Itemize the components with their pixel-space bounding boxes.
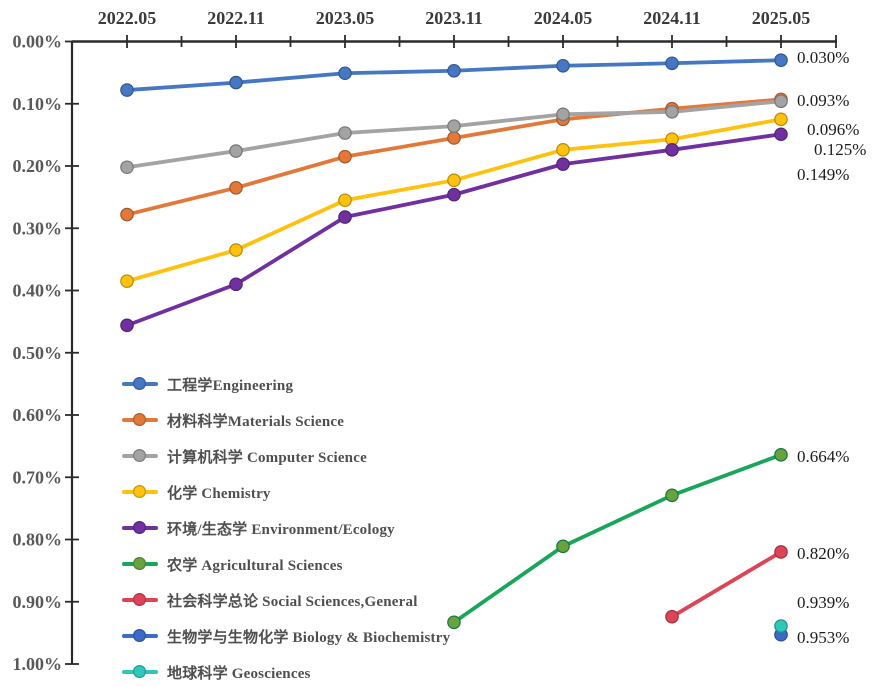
x-tick-label: 2023.11 [425, 8, 483, 28]
data-point-chemistry [120, 274, 134, 288]
data-point-environment-ecology [774, 127, 788, 142]
data-point-computer-science [774, 94, 788, 109]
data-point-environment-ecology [229, 277, 243, 292]
legend-item-engineering: 工程学Engineering [122, 366, 450, 402]
legend-item-agricultural-sciences: 农学 Agricultural Sciences [122, 546, 450, 582]
data-point-chemistry [338, 193, 352, 208]
end-value-label-materials-science: 0.093% [797, 91, 849, 110]
data-point-computer-science [447, 119, 461, 133]
legend-item-geosciences: 地球科学 Geosciences [122, 654, 450, 687]
data-point-agricultural-sciences [447, 615, 461, 630]
end-value-label-environment-ecology: 0.149% [797, 165, 849, 184]
legend-label-geosciences: 地球科学 Geosciences [167, 665, 311, 682]
data-point-geosciences [774, 619, 788, 633]
end-value-label-computer-science: 0.096% [807, 120, 859, 139]
legend-marker-materials-science [122, 413, 158, 427]
end-value-label-chemistry: 0.125% [814, 140, 866, 159]
data-point-chemistry [556, 143, 570, 157]
legend-marker-environment-ecology [122, 521, 158, 535]
legend-marker-engineering [122, 377, 158, 391]
y-tick-label: 1.00% [13, 654, 63, 674]
data-point-agricultural-sciences [665, 488, 679, 503]
y-tick-label: 0.50% [13, 343, 63, 363]
legend-marker-computer-science [122, 449, 158, 463]
x-tick-label: 2024.05 [534, 8, 593, 28]
x-tick-label: 2024.11 [643, 8, 701, 28]
y-tick-label: 0.40% [13, 281, 63, 301]
y-tick-label: 0.20% [13, 156, 63, 176]
end-value-label-geosciences: 0.939% [797, 593, 849, 612]
legend-label-environment-ecology: 环境/生态学 Environment/Ecology [167, 521, 395, 538]
data-point-materials-science [120, 207, 134, 222]
end-value-label-social-sciences-general: 0.820% [797, 544, 849, 563]
data-point-computer-science [120, 160, 134, 175]
data-point-engineering [774, 53, 788, 67]
legend-marker-geosciences [122, 665, 158, 679]
data-point-engineering [556, 58, 570, 73]
legend-item-biology-biochemistry: 生物学与生物化学 Biology & Biochemistry [122, 618, 450, 654]
legend-label-social-sciences-general: 社会科学总论 Social Sciences,General [167, 593, 418, 610]
x-tick-label: 2023.05 [316, 8, 375, 28]
data-point-computer-science [229, 144, 243, 158]
data-point-engineering [665, 56, 679, 71]
legend-label-chemistry: 化学 Chemistry [167, 485, 271, 502]
legend-label-agricultural-sciences: 农学 Agricultural Sciences [167, 557, 343, 574]
data-point-agricultural-sciences [556, 539, 570, 554]
data-point-materials-science [447, 131, 461, 145]
data-point-environment-ecology [338, 210, 352, 224]
legend-item-social-sciences-general: 社会科学总论 Social Sciences,General [122, 582, 450, 618]
end-value-label-engineering: 0.030% [797, 48, 849, 67]
data-point-social-sciences-general [665, 609, 679, 624]
data-point-engineering [338, 66, 352, 81]
x-tick-label: 2025.05 [752, 8, 811, 28]
legend-marker-chemistry [122, 485, 158, 499]
y-tick-label: 0.30% [13, 218, 63, 238]
y-tick-label: 0.70% [13, 467, 63, 487]
data-point-chemistry [447, 173, 461, 188]
legend-marker-agricultural-sciences [122, 557, 158, 571]
data-point-social-sciences-general [774, 545, 788, 559]
data-point-engineering [120, 83, 134, 97]
legend-item-computer-science: 计算机科学 Computer Science [122, 438, 450, 474]
data-point-engineering [447, 63, 461, 78]
data-point-computer-science [556, 107, 570, 122]
legend-item-chemistry: 化学 Chemistry [122, 474, 450, 510]
y-tick-label: 0.80% [13, 530, 63, 550]
data-point-agricultural-sciences [774, 448, 788, 462]
data-point-environment-ecology [120, 318, 134, 333]
series-line-social-sciences-general [670, 550, 783, 619]
data-point-environment-ecology [665, 143, 679, 157]
data-point-computer-science [338, 126, 352, 140]
y-tick-label: 0.60% [13, 405, 63, 425]
legend-marker-biology-biochemistry [122, 629, 158, 643]
legend-item-environment-ecology: 环境/生态学 Environment/Ecology [122, 510, 450, 546]
chart-legend: 工程学Engineering 材料科学Materials Science 计算机… [122, 366, 450, 687]
data-point-chemistry [774, 112, 788, 127]
legend-marker-social-sciences-general [122, 593, 158, 607]
legend-label-computer-science: 计算机科学 Computer Science [167, 449, 367, 466]
data-point-materials-science [229, 180, 243, 195]
legend-label-biology-biochemistry: 生物学与生物化学 Biology & Biochemistry [167, 629, 451, 646]
data-point-environment-ecology [556, 157, 570, 171]
legend-label-materials-science: 材料科学Materials Science [167, 413, 345, 430]
series-line-environment-ecology [125, 132, 783, 328]
x-tick-label: 2022.11 [207, 8, 265, 28]
data-point-engineering [229, 75, 243, 90]
end-value-label-biology-biochemistry: 0.953% [797, 628, 849, 647]
data-point-environment-ecology [447, 187, 461, 202]
y-tick-label: 0.00% [13, 32, 63, 52]
series-line-agricultural-sciences [452, 452, 783, 625]
y-tick-label: 0.10% [13, 94, 63, 114]
end-value-label-agricultural-sciences: 0.664% [797, 447, 849, 466]
legend-label-engineering: 工程学Engineering [167, 377, 294, 394]
x-tick-label: 2022.05 [98, 8, 157, 28]
data-point-computer-science [665, 105, 679, 119]
data-point-chemistry [229, 243, 243, 257]
y-tick-label: 0.90% [13, 592, 63, 612]
legend-item-materials-science: 材料科学Materials Science [122, 402, 450, 438]
data-point-materials-science [338, 149, 352, 164]
